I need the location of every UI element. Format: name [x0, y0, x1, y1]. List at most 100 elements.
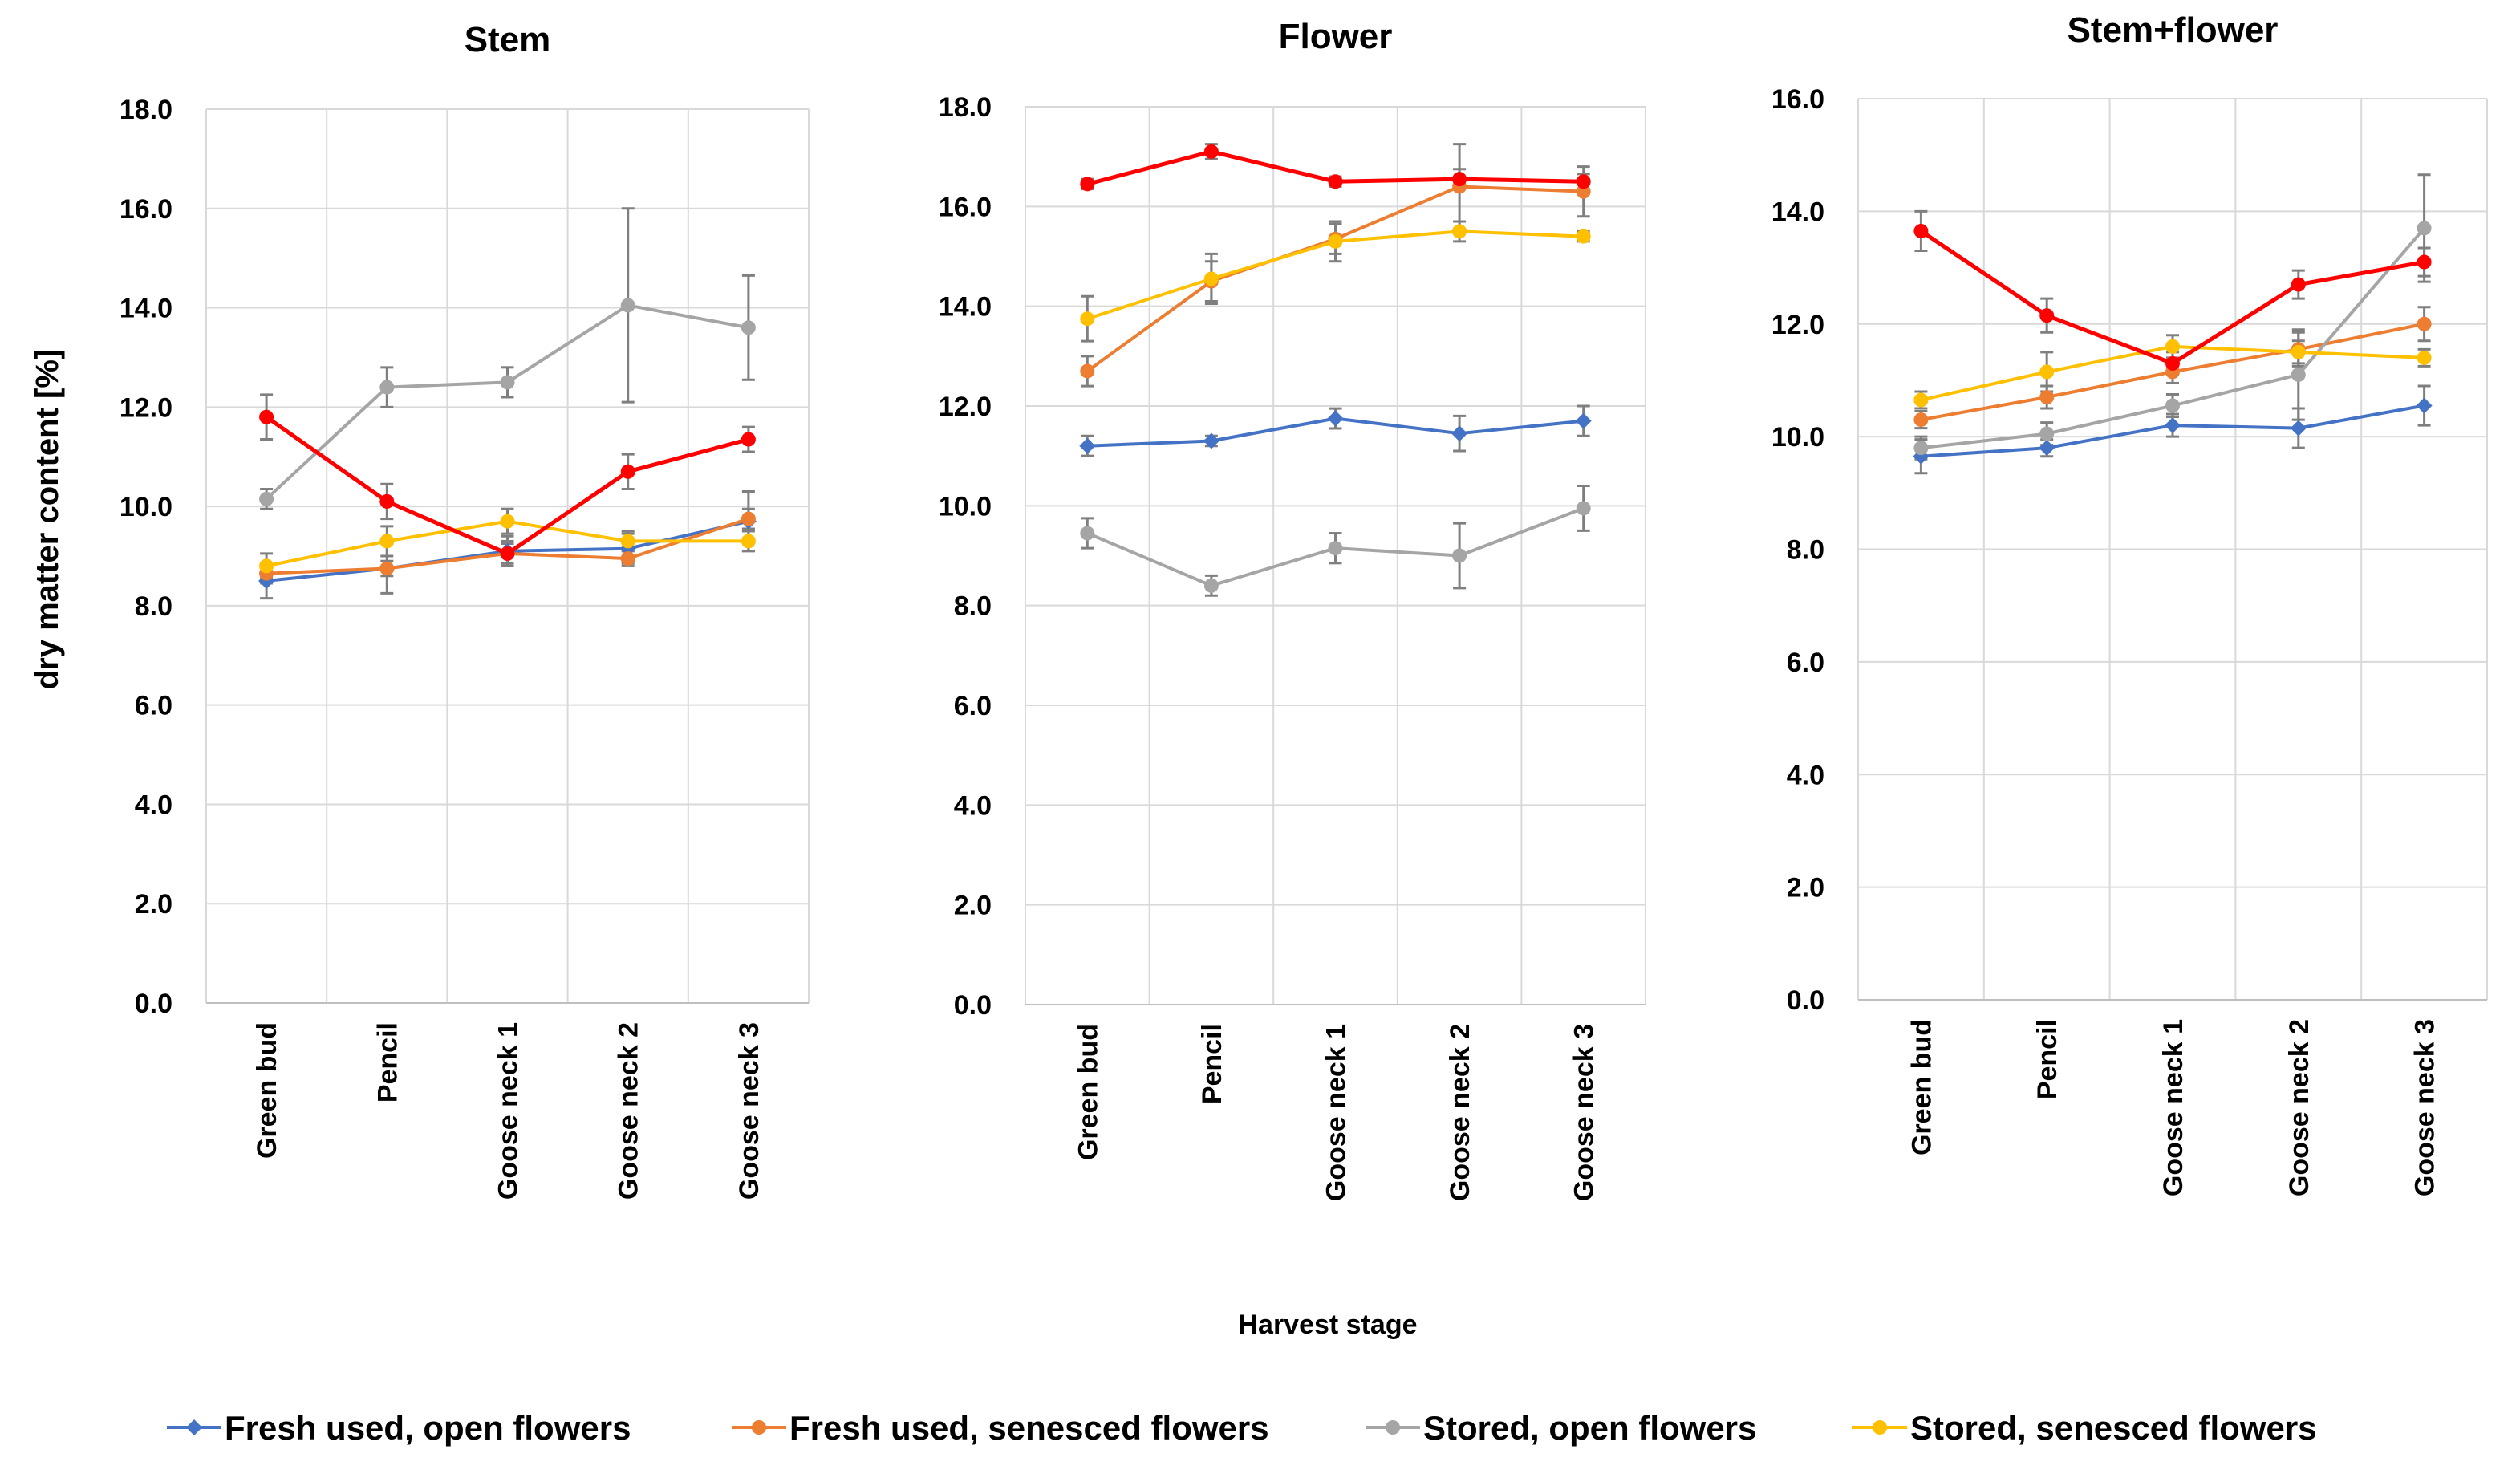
y-tick-label: 16.0 [120, 194, 172, 225]
y-tick-label: 12.0 [1771, 310, 1824, 340]
data-point-s3-2 [1203, 578, 1219, 593]
data-point-s2-1 [1080, 363, 1095, 379]
y-tick-label: 4.0 [135, 790, 172, 820]
legend-marker [1386, 1420, 1400, 1435]
data-point-s4-2 [2039, 364, 2055, 380]
x-tick-label: Pencil [1197, 1024, 1228, 1104]
data-point-s5-2 [1203, 144, 1219, 159]
y-tick-label: 8.0 [135, 591, 172, 622]
x-tick-label: Goose neck 1 [1321, 1024, 1352, 1201]
data-point-s3-5 [741, 320, 756, 335]
y-tick-label: 2.0 [135, 889, 172, 920]
data-point-s5-4 [1452, 172, 1467, 187]
x-axis-label: Harvest stage [1238, 1310, 1417, 1340]
data-point-s3-3 [1328, 541, 1343, 556]
x-tick-label: Green bud [252, 1022, 282, 1159]
y-tick-label: 18.0 [939, 92, 992, 123]
legend-label: Stored, open flowers [1423, 1409, 1756, 1447]
data-point-s4-3 [2165, 339, 2180, 354]
x-tick-label: Pencil [2032, 1019, 2063, 1099]
y-tick-label: 12.0 [120, 392, 172, 423]
y-tick-label: 8.0 [954, 591, 992, 622]
data-point-s3-3 [2165, 398, 2180, 413]
y-tick-label: 2.0 [954, 891, 992, 921]
data-point-s1-3 [2165, 417, 2181, 434]
data-point-s4-1 [1080, 311, 1095, 327]
x-tick-label: Green bud [1906, 1019, 1937, 1155]
panel-3: Stem+flower 0.0 2.0 4.0 6.0 8.0 10.0 12.0 14.0 16… [1771, 10, 2488, 1196]
data-point-s1-1 [1079, 437, 1096, 454]
series-line-2 [1086, 185, 1584, 373]
data-point-s5-4 [2291, 277, 2306, 292]
data-point-s1-5 [1575, 412, 1592, 429]
x-tick-label: Goose neck 1 [2158, 1019, 2189, 1196]
data-point-s3-4 [1452, 548, 1467, 563]
x-tick-label: Green bud [1073, 1024, 1103, 1160]
data-point-s1-4 [1451, 425, 1468, 442]
data-point-s5-5 [741, 432, 756, 447]
data-point-s2-4 [620, 551, 635, 566]
data-point-s3-3 [500, 375, 515, 390]
y-tick-label: 18.0 [120, 95, 172, 125]
data-point-s5-2 [2039, 308, 2055, 323]
data-point-s4-2 [379, 534, 395, 549]
legend-marker [752, 1420, 766, 1435]
data-point-s1-4 [2290, 420, 2307, 437]
x-tick-label: Goose neck 3 [2410, 1019, 2441, 1196]
legend-marker [1873, 1420, 1887, 1435]
x-tick-label: Goose neck 3 [734, 1022, 765, 1200]
data-point-s5-4 [620, 464, 635, 479]
y-tick-label: 2.0 [1787, 873, 1824, 904]
panel-title: Stem+flower [2068, 10, 2279, 50]
data-point-s5-1 [1080, 177, 1095, 192]
x-tick-label: Goose neck 2 [1445, 1024, 1475, 1201]
data-point-s1-3 [1327, 410, 1344, 427]
data-point-s5-5 [2417, 254, 2432, 270]
data-point-s4-5 [741, 534, 756, 549]
data-point-s4-5 [2417, 350, 2432, 365]
y-axis-label: dry matter content [%] [30, 349, 65, 690]
y-tick-label: 16.0 [939, 192, 992, 222]
data-point-s5-3 [1328, 174, 1343, 189]
panel-title: Flower [1279, 17, 1393, 56]
x-tick-label: Goose neck 3 [1569, 1024, 1600, 1201]
data-point-s2-2 [2039, 389, 2055, 404]
y-tick-label: 14.0 [1771, 197, 1824, 227]
y-tick-label: 8.0 [1787, 535, 1824, 566]
data-point-s5-1 [1913, 223, 1929, 238]
x-tick-label: Goose neck 2 [614, 1022, 644, 1200]
y-tick-label: 4.0 [1787, 760, 1824, 790]
data-point-s3-4 [2291, 367, 2306, 382]
data-point-s2-5 [2417, 316, 2432, 331]
data-point-s4-3 [500, 514, 515, 529]
panel-title: Stem [465, 20, 551, 59]
y-tick-label: 6.0 [135, 691, 172, 721]
data-point-s1-2 [1203, 432, 1219, 449]
legend-label: Stored, senesced flowers [1910, 1409, 2317, 1447]
data-point-s4-3 [1328, 233, 1343, 249]
y-tick-label: 14.0 [939, 292, 992, 323]
data-point-s2-5 [741, 511, 756, 526]
y-tick-label: 14.0 [120, 294, 172, 324]
legend-label: Fresh used, senesced flowers [789, 1409, 1269, 1447]
data-point-s2-5 [1576, 184, 1591, 199]
data-point-s5-5 [1576, 174, 1591, 189]
y-tick-label: 6.0 [1787, 648, 1824, 678]
data-point-s2-1 [1913, 412, 1929, 428]
y-tick-label: 10.0 [1771, 422, 1824, 453]
data-point-s2-2 [379, 561, 395, 576]
data-point-s1-2 [2039, 440, 2055, 457]
panel-1: Stem 0.0 2.0 4.0 6.0 8.0 10.0 12.0 14.0 16.0 18.0 G… [120, 20, 810, 1200]
data-point-s5-2 [379, 493, 395, 509]
data-point-s4-1 [259, 558, 274, 574]
data-point-s3-1 [259, 491, 274, 506]
data-point-s1-5 [2416, 397, 2433, 414]
y-tick-label: 16.0 [1771, 84, 1824, 115]
data-point-s3-1 [1080, 526, 1095, 541]
y-tick-label: 4.0 [954, 790, 992, 821]
y-tick-label: 0.0 [1787, 985, 1824, 1016]
data-point-s3-5 [2417, 221, 2432, 236]
y-tick-label: 0.0 [135, 989, 172, 1019]
